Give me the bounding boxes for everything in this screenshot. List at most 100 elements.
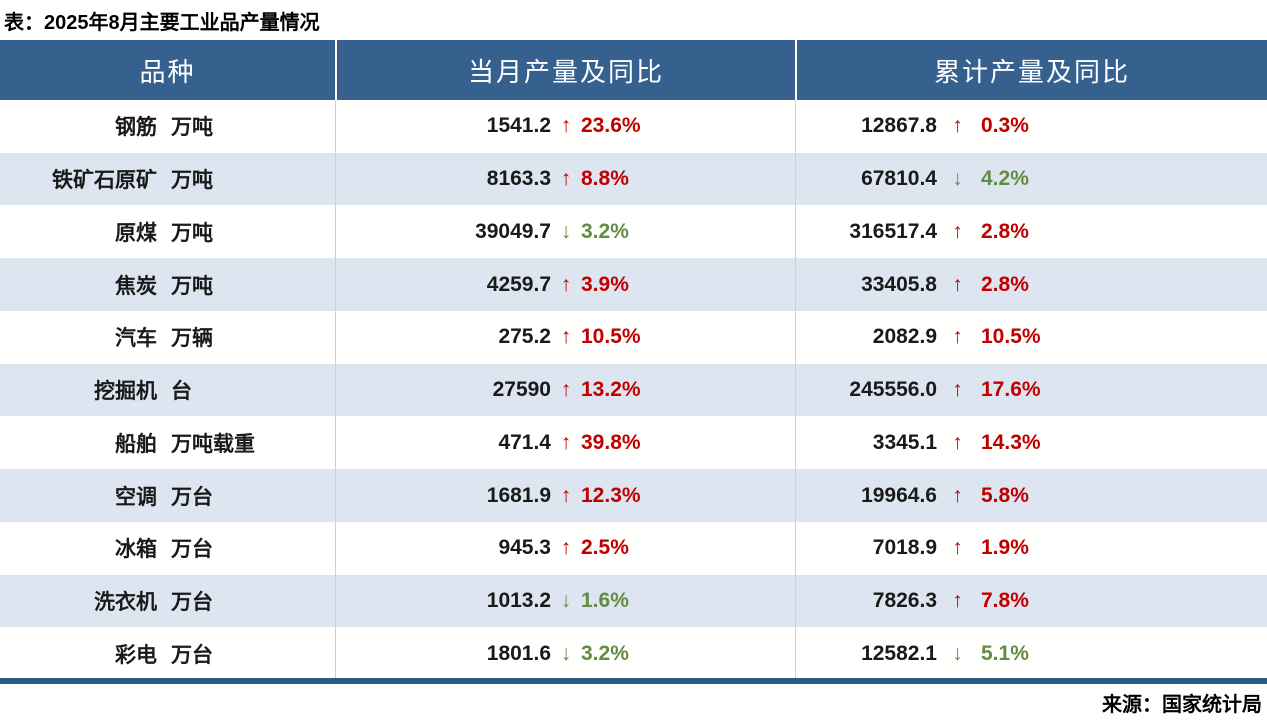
table-row: 汽车 万辆 275.2 ↑ 10.5% 2082.9 ↑ 10.5% bbox=[0, 310, 1267, 364]
cumulative-value: 316517.4 bbox=[795, 205, 941, 259]
table-row: 挖掘机 台 27590 ↑ 13.2% 245556.0 ↑ 17.6% bbox=[0, 363, 1267, 417]
cumulative-change-pct: 17.6% bbox=[981, 378, 1041, 402]
month-change-pct: 8.8% bbox=[581, 167, 629, 191]
table-row: 铁矿石原矿 万吨 8163.3 ↑ 8.8% 67810.4 ↓ 4.2% bbox=[0, 152, 1267, 206]
table-row: 钢筋 万吨 1541.2 ↑ 23.6% 12867.8 ↑ 0.3% bbox=[0, 100, 1267, 153]
cum-change-arrow-icon: ↑ bbox=[952, 114, 963, 138]
month-change-arrow-icon: ↓ bbox=[560, 219, 572, 243]
cum-change-arrow-icon: ↑ bbox=[952, 588, 963, 612]
cumulative-value: 245556.0 bbox=[795, 363, 941, 417]
month-value: 4259.7 bbox=[335, 258, 556, 311]
cumulative-change-pct: 5.8% bbox=[981, 483, 1029, 507]
month-value: 27590 bbox=[335, 363, 556, 417]
cum-change-arrow-icon: ↑ bbox=[952, 378, 963, 402]
product-name: 彩电 bbox=[115, 643, 157, 667]
month-value: 1013.2 bbox=[335, 574, 556, 628]
cumulative-value: 7826.3 bbox=[795, 574, 941, 628]
product-name: 原煤 bbox=[115, 221, 157, 245]
cum-change-arrow-icon: ↓ bbox=[952, 167, 963, 191]
month-change-arrow-icon: ↑ bbox=[560, 536, 572, 560]
month-change-pct: 39.8% bbox=[581, 430, 641, 454]
cumulative-change-pct: 10.5% bbox=[981, 325, 1041, 349]
source-note: 来源：国家统计局 bbox=[1102, 694, 1262, 716]
month-change-arrow-icon: ↑ bbox=[560, 378, 572, 402]
month-change-arrow-icon: ↑ bbox=[560, 272, 572, 296]
table-row: 冰箱 万台 945.3 ↑ 2.5% 7018.9 ↑ 1.9% bbox=[0, 521, 1267, 575]
product-name: 冰箱 bbox=[115, 538, 157, 562]
cumulative-change-pct: 5.1% bbox=[981, 641, 1029, 665]
month-change-arrow-icon: ↑ bbox=[560, 167, 572, 191]
table-body: 钢筋 万吨 1541.2 ↑ 23.6% 12867.8 ↑ 0.3% 铁矿石原… bbox=[0, 100, 1267, 681]
cumulative-value: 12867.8 bbox=[795, 100, 941, 153]
month-change-pct: 10.5% bbox=[581, 325, 641, 349]
cumulative-value: 12582.1 bbox=[795, 627, 941, 681]
cum-change-arrow-icon: ↑ bbox=[952, 536, 963, 560]
month-value: 1801.6 bbox=[335, 627, 556, 681]
cum-change-arrow-icon: ↑ bbox=[952, 219, 963, 243]
product-unit: 万台 bbox=[171, 590, 213, 614]
cumulative-change-pct: 4.2% bbox=[981, 167, 1029, 191]
table-title: 表：2025年8月主要工业品产量情况 bbox=[4, 12, 320, 34]
cumulative-value: 3345.1 bbox=[795, 416, 941, 470]
cum-change-arrow-icon: ↓ bbox=[952, 641, 963, 665]
table-row: 空调 万台 1681.9 ↑ 12.3% 19964.6 ↑ 5.8% bbox=[0, 469, 1267, 522]
cumulative-change-pct: 7.8% bbox=[981, 588, 1029, 612]
product-unit: 万台 bbox=[171, 538, 213, 562]
table-header-row: 品种 当月产量及同比 累计产量及同比 bbox=[0, 40, 1267, 100]
cum-change-arrow-icon: ↑ bbox=[952, 430, 963, 454]
cum-change-arrow-icon: ↑ bbox=[952, 325, 963, 349]
month-change-arrow-icon: ↑ bbox=[560, 483, 572, 507]
cumulative-value: 19964.6 bbox=[795, 469, 941, 522]
month-change-pct: 23.6% bbox=[581, 114, 641, 138]
month-change-pct: 3.2% bbox=[581, 641, 629, 665]
month-value: 471.4 bbox=[335, 416, 556, 470]
month-change-pct: 2.5% bbox=[581, 536, 629, 560]
month-change-arrow-icon: ↓ bbox=[560, 588, 572, 612]
header-cumulative-output: 累计产量及同比 bbox=[795, 40, 1267, 100]
month-value: 275.2 bbox=[335, 310, 556, 364]
cumulative-change-pct: 2.8% bbox=[981, 272, 1029, 296]
product-unit: 万台 bbox=[171, 485, 213, 509]
product-unit: 万辆 bbox=[171, 327, 213, 351]
month-change-arrow-icon: ↑ bbox=[560, 114, 572, 138]
month-change-arrow-icon: ↓ bbox=[560, 641, 572, 665]
cumulative-change-pct: 0.3% bbox=[981, 114, 1029, 138]
month-value: 945.3 bbox=[335, 521, 556, 575]
header-product: 品种 bbox=[139, 57, 196, 87]
month-change-pct: 12.3% bbox=[581, 483, 641, 507]
cumulative-value: 2082.9 bbox=[795, 310, 941, 364]
product-name: 洗衣机 bbox=[94, 590, 157, 614]
table-row: 焦炭 万吨 4259.7 ↑ 3.9% 33405.8 ↑ 2.8% bbox=[0, 258, 1267, 311]
product-name: 空调 bbox=[115, 485, 157, 509]
cumulative-value: 7018.9 bbox=[795, 521, 941, 575]
month-change-pct: 3.2% bbox=[581, 219, 629, 243]
cum-change-arrow-icon: ↑ bbox=[952, 483, 963, 507]
table-row: 洗衣机 万台 1013.2 ↓ 1.6% 7826.3 ↑ 7.8% bbox=[0, 574, 1267, 628]
product-unit: 万吨 bbox=[171, 116, 213, 140]
table-row: 船舶 万吨载重 471.4 ↑ 39.8% 3345.1 ↑ 14.3% bbox=[0, 416, 1267, 470]
cum-change-arrow-icon: ↑ bbox=[952, 272, 963, 296]
month-change-arrow-icon: ↑ bbox=[560, 325, 572, 349]
product-name: 挖掘机 bbox=[94, 380, 157, 404]
product-unit: 万吨载重 bbox=[171, 432, 255, 456]
table-row: 原煤 万吨 39049.7 ↓ 3.2% 316517.4 ↑ 2.8% bbox=[0, 205, 1267, 259]
month-change-pct: 1.6% bbox=[581, 588, 629, 612]
table-row: 彩电 万台 1801.6 ↓ 3.2% 12582.1 ↓ 5.1% bbox=[0, 627, 1267, 681]
cumulative-change-pct: 1.9% bbox=[981, 536, 1029, 560]
cumulative-change-pct: 14.3% bbox=[981, 430, 1041, 454]
product-name: 汽车 bbox=[115, 327, 157, 351]
product-name: 钢筋 bbox=[115, 116, 157, 140]
product-unit: 万吨 bbox=[171, 169, 213, 193]
month-change-pct: 3.9% bbox=[581, 272, 629, 296]
month-change-pct: 13.2% bbox=[581, 378, 641, 402]
industrial-output-table: 品种 当月产量及同比 累计产量及同比 钢筋 万吨 1541.2 ↑ 23.6% … bbox=[0, 40, 1267, 681]
product-unit: 万吨 bbox=[171, 221, 213, 245]
month-value: 1681.9 bbox=[335, 469, 556, 522]
cumulative-value: 33405.8 bbox=[795, 258, 941, 311]
product-unit: 万台 bbox=[171, 643, 213, 667]
product-unit: 台 bbox=[171, 380, 192, 404]
product-name: 焦炭 bbox=[115, 274, 157, 298]
month-value: 8163.3 bbox=[335, 152, 556, 206]
header-monthly-output: 当月产量及同比 bbox=[335, 40, 795, 100]
